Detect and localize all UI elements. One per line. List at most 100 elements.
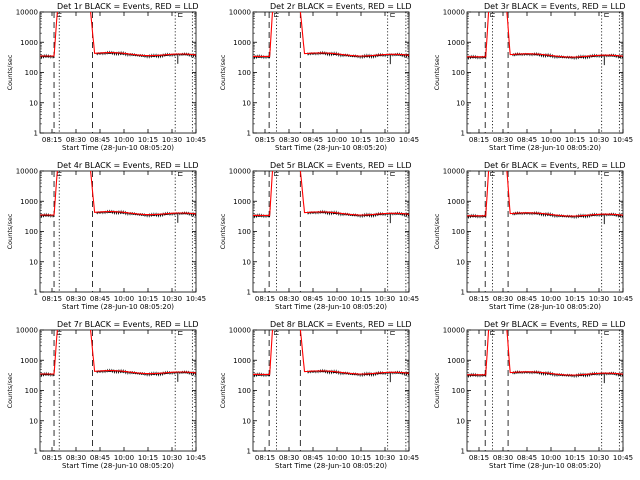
lld-series <box>467 12 623 58</box>
panel-title: Det 4r BLACK = Events, RED = LLD <box>57 161 199 170</box>
y-tick-label: 10000 <box>443 327 465 335</box>
y-tick-label: 100 <box>452 387 465 395</box>
x-tick-label: 10:15 <box>565 454 585 462</box>
x-tick-label: 08:45 <box>90 295 110 303</box>
plot-frame <box>39 170 197 293</box>
x-tick-label: 08:30 <box>279 136 299 144</box>
lld-series <box>40 330 196 375</box>
y-tick-label: 1 <box>34 448 38 456</box>
y-tick-label: 10000 <box>443 168 465 176</box>
y-tick-label: 1 <box>461 448 465 456</box>
lld-series <box>253 171 409 216</box>
event-marker-glyph: ⊏ <box>390 329 396 337</box>
plot-frame <box>466 329 624 452</box>
event-marker-glyph: ⊏ <box>390 11 396 19</box>
x-tick-label: 10:00 <box>327 454 347 462</box>
x-tick-label: 10:00 <box>541 454 561 462</box>
lld-series <box>253 330 409 375</box>
x-tick-label: 10:30 <box>375 295 395 303</box>
x-tick-label: 08:45 <box>517 136 537 144</box>
y-tick-label: 1000 <box>233 39 251 47</box>
events-series <box>40 208 56 219</box>
event-marker-glyph: ⊏ <box>273 170 279 178</box>
event-marker-glyph: ⊏ <box>56 11 62 19</box>
y-tick-label: 1 <box>247 130 251 138</box>
y-tick-label: 10 <box>456 417 465 425</box>
panel-det-7: Det 7r BLACK = Events, RED = LLD 1 10 100 10… <box>6 320 206 470</box>
x-tick-label: 10:30 <box>162 136 182 144</box>
panel-title: Det 9r BLACK = Events, RED = LLD <box>484 320 626 329</box>
event-marker-glyph: ⊏ <box>604 11 610 19</box>
y-tick-label: 10 <box>456 99 465 107</box>
panel-det-2: Det 2r BLACK = Events, RED = LLD 1 10 100 10… <box>219 2 419 152</box>
panel-title: Det 2r BLACK = Events, RED = LLD <box>270 2 412 11</box>
y-tick-label: 100 <box>238 69 251 77</box>
y-axis-label: Counts/sec <box>6 213 14 249</box>
y-tick-label: 1 <box>34 130 38 138</box>
y-axis-label: Counts/sec <box>219 372 227 408</box>
x-tick-label: 10:15 <box>138 454 158 462</box>
x-tick-label: 08:30 <box>66 136 86 144</box>
x-tick-label: 08:45 <box>517 295 537 303</box>
y-tick-label: 1000 <box>20 357 38 365</box>
x-tick-label: 10:30 <box>589 136 609 144</box>
x-tick-label: 08:15 <box>255 454 275 462</box>
plot-frame <box>466 11 624 134</box>
events-series <box>40 367 56 378</box>
x-tick-label: 08:30 <box>493 454 513 462</box>
y-axis-label: Counts/sec <box>6 372 14 408</box>
y-tick-label: 1000 <box>233 198 251 206</box>
y-tick-label: 1000 <box>20 198 38 206</box>
x-tick-label: 10:45 <box>399 136 419 144</box>
plot-frame <box>39 329 197 452</box>
y-tick-label: 100 <box>452 69 465 77</box>
x-axis-label: Start Time (28-Jun-10 08:05:20) <box>275 462 387 470</box>
panel-det-1: Det 1r BLACK = Events, RED = LLD 1 10 100 10… <box>6 2 206 152</box>
event-marker-glyph: ⊏ <box>489 11 495 19</box>
y-tick-label: 100 <box>238 387 251 395</box>
x-tick-label: 08:30 <box>66 454 86 462</box>
x-tick-label: 10:30 <box>589 295 609 303</box>
x-tick-label: 10:00 <box>327 295 347 303</box>
y-tick-label: 1000 <box>447 357 465 365</box>
x-tick-label: 10:00 <box>541 295 561 303</box>
x-tick-label: 08:15 <box>469 136 489 144</box>
x-tick-label: 08:15 <box>469 295 489 303</box>
plot-frame <box>466 170 624 293</box>
x-tick-label: 10:45 <box>399 295 419 303</box>
y-tick-label: 10000 <box>229 168 251 176</box>
panel-title: Det 8r BLACK = Events, RED = LLD <box>270 320 412 329</box>
y-tick-label: 1000 <box>233 357 251 365</box>
x-tick-label: 08:15 <box>42 454 62 462</box>
x-tick-label: 10:15 <box>351 295 371 303</box>
x-tick-label: 10:45 <box>186 295 206 303</box>
y-tick-label: 1000 <box>447 39 465 47</box>
y-tick-label: 10 <box>29 417 38 425</box>
y-tick-label: 10 <box>242 258 251 266</box>
x-axis-label: Start Time (28-Jun-10 08:05:20) <box>489 303 601 311</box>
event-marker-glyph: ⊏ <box>390 170 396 178</box>
y-tick-label: 1 <box>34 289 38 297</box>
x-tick-label: 08:30 <box>66 295 86 303</box>
y-axis-label: Counts/sec <box>219 213 227 249</box>
panel-title: Det 1r BLACK = Events, RED = LLD <box>57 2 199 11</box>
x-tick-label: 10:45 <box>613 136 633 144</box>
panel-det-4: Det 4r BLACK = Events, RED = LLD 1 10 100 10… <box>6 161 206 311</box>
lld-series <box>40 12 196 57</box>
x-axis-label: Start Time (28-Jun-10 08:05:20) <box>489 462 601 470</box>
y-tick-label: 10000 <box>229 327 251 335</box>
x-tick-label: 10:00 <box>114 136 134 144</box>
y-tick-label: 1000 <box>447 198 465 206</box>
x-tick-label: 10:45 <box>186 454 206 462</box>
x-tick-label: 10:30 <box>375 454 395 462</box>
x-tick-label: 10:30 <box>162 295 182 303</box>
x-tick-label: 08:45 <box>90 136 110 144</box>
y-tick-label: 100 <box>238 228 251 236</box>
x-tick-label: 10:15 <box>565 136 585 144</box>
event-marker-glyph: ⊏ <box>177 11 183 19</box>
y-tick-label: 10000 <box>16 168 38 176</box>
y-axis-label: Counts/sec <box>433 372 441 408</box>
x-tick-label: 08:45 <box>90 454 110 462</box>
event-marker-glyph: ⊏ <box>604 329 610 337</box>
